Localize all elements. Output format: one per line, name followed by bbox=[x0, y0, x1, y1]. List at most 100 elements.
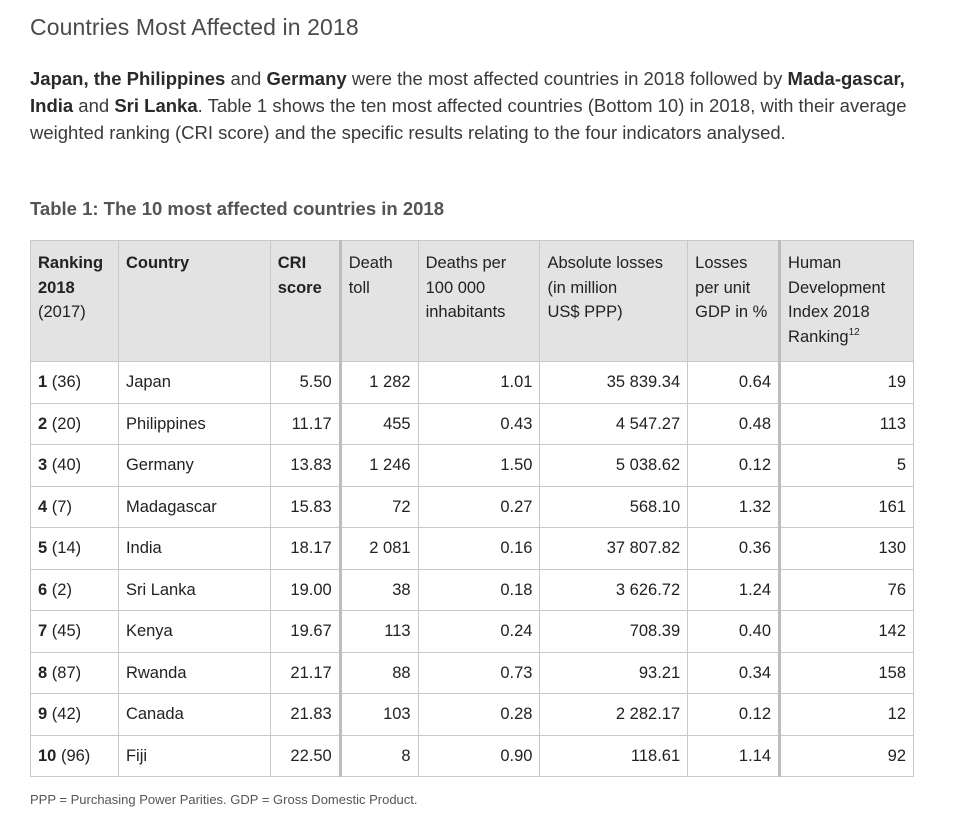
table-body: 1 (36) Japan 5.50 1 282 1.01 35 839.34 0.64 19 2… bbox=[30, 361, 914, 777]
header-absolute-losses: Absolute losses (in million US$ PPP) bbox=[539, 240, 689, 362]
cell-death-toll: 455 bbox=[338, 402, 419, 445]
cell-deaths-per-100000: 0.18 bbox=[417, 568, 541, 611]
table-row: 9 (42) Canada 21.83 103 0.28 2 282.17 0.12 12 bbox=[30, 693, 914, 736]
cell-ranking: 6 (2) bbox=[30, 568, 119, 611]
cell-absolute-losses: 2 282.17 bbox=[539, 693, 689, 736]
cell-cri-score: 21.83 bbox=[269, 693, 341, 736]
cell-ranking: 10 (96) bbox=[30, 734, 119, 777]
cell-absolute-losses: 3 626.72 bbox=[539, 568, 689, 611]
cell-cri-score: 11.17 bbox=[269, 402, 341, 445]
header-cri-score: CRI score bbox=[269, 240, 341, 362]
cell-cri-score: 5.50 bbox=[269, 361, 341, 404]
cell-losses-per-gdp: 0.40 bbox=[687, 610, 781, 653]
table-row: 8 (87) Rwanda 21.17 88 0.73 93.21 0.34 158 bbox=[30, 651, 914, 694]
cell-absolute-losses: 708.39 bbox=[539, 610, 689, 653]
cell-hdi-ranking: 19 bbox=[778, 361, 914, 404]
cell-cri-score: 13.83 bbox=[269, 444, 341, 487]
cell-hdi-ranking: 113 bbox=[778, 402, 914, 445]
cell-hdi-ranking: 92 bbox=[778, 734, 914, 777]
footnote-marker: 12 bbox=[848, 326, 860, 338]
cell-hdi-ranking: 142 bbox=[778, 610, 914, 653]
cell-country: Fiji bbox=[117, 734, 271, 777]
header-losses-per-gdp: Losses per unit GDP in % bbox=[687, 240, 781, 362]
cell-country: Japan bbox=[117, 361, 271, 404]
header-hdi-ranking: Human Development Index 2018 Ranking12 bbox=[778, 240, 914, 362]
cell-deaths-per-100000: 1.01 bbox=[417, 361, 541, 404]
cell-country: Sri Lanka bbox=[117, 568, 271, 611]
cell-ranking: 3 (40) bbox=[30, 444, 119, 487]
affected-countries-table: Ranking 2018 (2017) Country CRI score Death… bbox=[30, 240, 914, 777]
intro-text-2: were the most affected countries in 2018… bbox=[346, 68, 788, 89]
cell-deaths-per-100000: 1.50 bbox=[417, 444, 541, 487]
cell-death-toll: 2 081 bbox=[338, 527, 419, 570]
cell-death-toll: 38 bbox=[338, 568, 419, 611]
cell-hdi-ranking: 161 bbox=[778, 485, 914, 528]
intro-country-3: Mada-gascar, India bbox=[30, 68, 905, 116]
cell-losses-per-gdp: 0.12 bbox=[687, 693, 781, 736]
cell-deaths-per-100000: 0.43 bbox=[417, 402, 541, 445]
cell-cri-score: 18.17 bbox=[269, 527, 341, 570]
cell-country: Madagascar bbox=[117, 485, 271, 528]
page-heading: Countries Most Affected in 2018 bbox=[30, 14, 359, 40]
cell-death-toll: 1 282 bbox=[338, 361, 419, 404]
intro-paragraph: Japan, the Philippines and Germany were … bbox=[30, 65, 910, 146]
intro-country-4: Sri Lanka bbox=[114, 95, 198, 116]
cell-ranking: 9 (42) bbox=[30, 693, 119, 736]
intro-country-2: Germany bbox=[266, 68, 347, 89]
header-ranking: Ranking 2018 (2017) bbox=[30, 240, 119, 362]
cell-ranking: 7 (45) bbox=[30, 610, 119, 653]
cell-losses-per-gdp: 0.12 bbox=[687, 444, 781, 487]
cell-losses-per-gdp: 0.48 bbox=[687, 402, 781, 445]
cell-losses-per-gdp: 1.32 bbox=[687, 485, 781, 528]
intro-country-1: Japan, the Philippines bbox=[30, 68, 226, 89]
intro-text-4: . Table 1 shows the ten most affected co… bbox=[30, 95, 907, 143]
table-row: 10 (96) Fiji 22.50 8 0.90 118.61 1.14 92 bbox=[30, 734, 914, 777]
table-row: 1 (36) Japan 5.50 1 282 1.01 35 839.34 0.64 19 bbox=[30, 361, 914, 404]
cell-country: Rwanda bbox=[117, 651, 271, 694]
cell-ranking: 1 (36) bbox=[30, 361, 119, 404]
cell-country: Kenya bbox=[117, 610, 271, 653]
cell-losses-per-gdp: 0.34 bbox=[687, 651, 781, 694]
cell-cri-score: 22.50 bbox=[269, 734, 341, 777]
cell-country: India bbox=[117, 527, 271, 570]
cell-ranking: 8 (87) bbox=[30, 651, 119, 694]
header-deaths-per-100000: Deaths per 100 000 inhabitants bbox=[417, 240, 541, 362]
cell-ranking: 4 (7) bbox=[30, 485, 119, 528]
intro-text-1: and bbox=[225, 68, 267, 89]
table-caption: Table 1: The 10 most affected countries … bbox=[30, 198, 444, 219]
cell-ranking: 2 (20) bbox=[30, 402, 119, 445]
table-header-row: Ranking 2018 (2017) Country CRI score Death… bbox=[30, 240, 914, 362]
cell-death-toll: 103 bbox=[338, 693, 419, 736]
cell-country: Philippines bbox=[117, 402, 271, 445]
cell-losses-per-gdp: 0.36 bbox=[687, 527, 781, 570]
cell-country: Germany bbox=[117, 444, 271, 487]
cell-hdi-ranking: 12 bbox=[778, 693, 914, 736]
cell-absolute-losses: 5 038.62 bbox=[539, 444, 689, 487]
cell-death-toll: 8 bbox=[338, 734, 419, 777]
cell-losses-per-gdp: 0.64 bbox=[687, 361, 781, 404]
cell-hdi-ranking: 5 bbox=[778, 444, 914, 487]
cell-cri-score: 15.83 bbox=[269, 485, 341, 528]
cell-deaths-per-100000: 0.16 bbox=[417, 527, 541, 570]
cell-cri-score: 19.67 bbox=[269, 610, 341, 653]
cell-hdi-ranking: 130 bbox=[778, 527, 914, 570]
cell-death-toll: 1 246 bbox=[338, 444, 419, 487]
header-country: Country bbox=[117, 240, 271, 362]
cell-deaths-per-100000: 0.73 bbox=[417, 651, 541, 694]
cell-death-toll: 113 bbox=[338, 610, 419, 653]
cell-hdi-ranking: 158 bbox=[778, 651, 914, 694]
cell-ranking: 5 (14) bbox=[30, 527, 119, 570]
cell-absolute-losses: 118.61 bbox=[539, 734, 689, 777]
cell-deaths-per-100000: 0.28 bbox=[417, 693, 541, 736]
footnote: PPP = Purchasing Power Parities. GDP = G… bbox=[30, 792, 418, 807]
header-death-toll: Death toll bbox=[338, 240, 419, 362]
table-row: 2 (20) Philippines 11.17 455 0.43 4 547.27 0.4… bbox=[30, 402, 914, 445]
cell-cri-score: 21.17 bbox=[269, 651, 341, 694]
cell-country: Canada bbox=[117, 693, 271, 736]
cell-hdi-ranking: 76 bbox=[778, 568, 914, 611]
table-row: 6 (2) Sri Lanka 19.00 38 0.18 3 626.72 1.24 76 bbox=[30, 568, 914, 611]
table-row: 7 (45) Kenya 19.67 113 0.24 708.39 0.40 142 bbox=[30, 610, 914, 653]
cell-deaths-per-100000: 0.24 bbox=[417, 610, 541, 653]
intro-text-3: and bbox=[73, 95, 115, 116]
table-row: 3 (40) Germany 13.83 1 246 1.50 5 038.62 0.12 5 bbox=[30, 444, 914, 487]
